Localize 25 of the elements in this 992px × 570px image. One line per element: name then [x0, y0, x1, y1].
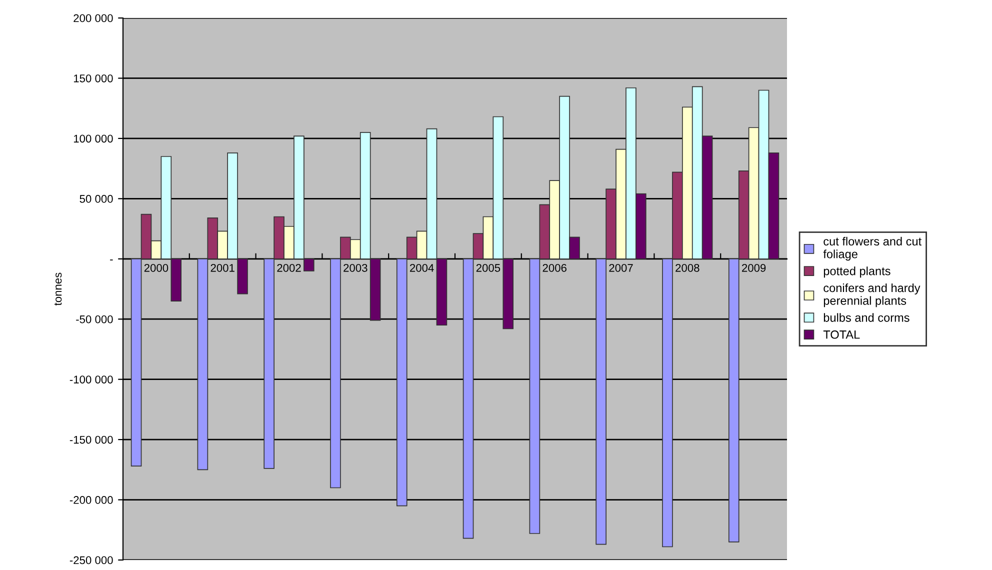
y-tick-label: 100 000 — [74, 134, 113, 143]
x-tick-label: 2006 — [542, 264, 566, 272]
y-tick-label: -100 000 — [70, 376, 113, 384]
y-axis-title: tonnes — [54, 272, 62, 306]
x-tick-label: 2009 — [742, 264, 766, 272]
x-tick-label: 2004 — [410, 264, 434, 272]
x-tick-label: 2001 — [210, 264, 234, 272]
legend-label: TOTAL — [823, 330, 860, 339]
x-tick-label: 2003 — [344, 264, 368, 272]
legend-label: conifers and hardy perennial plants — [824, 283, 920, 308]
y-tick-label: -50 000 — [76, 315, 113, 324]
legend-label: cut flowers and cut foliage — [823, 236, 922, 261]
legend-label: potted plants — [824, 266, 890, 278]
x-tick-label: 2002 — [277, 264, 301, 272]
y-tick-label: 150 000 — [74, 74, 113, 82]
x-tick-label: 2005 — [476, 264, 500, 272]
x-tick-label: 2008 — [676, 264, 700, 272]
y-tick-label: 200 000 — [74, 14, 113, 22]
y-tick-label: -200 000 — [70, 496, 113, 504]
x-tick-label: 2000 — [144, 264, 168, 272]
legend-label: bulbs and corms — [824, 313, 910, 322]
y-tick-label: -150 000 — [70, 436, 113, 444]
y-tick-label: -250 000 — [70, 556, 113, 564]
y-tick-label: 50 000 — [80, 194, 113, 203]
x-tick-label: 2007 — [609, 264, 633, 272]
